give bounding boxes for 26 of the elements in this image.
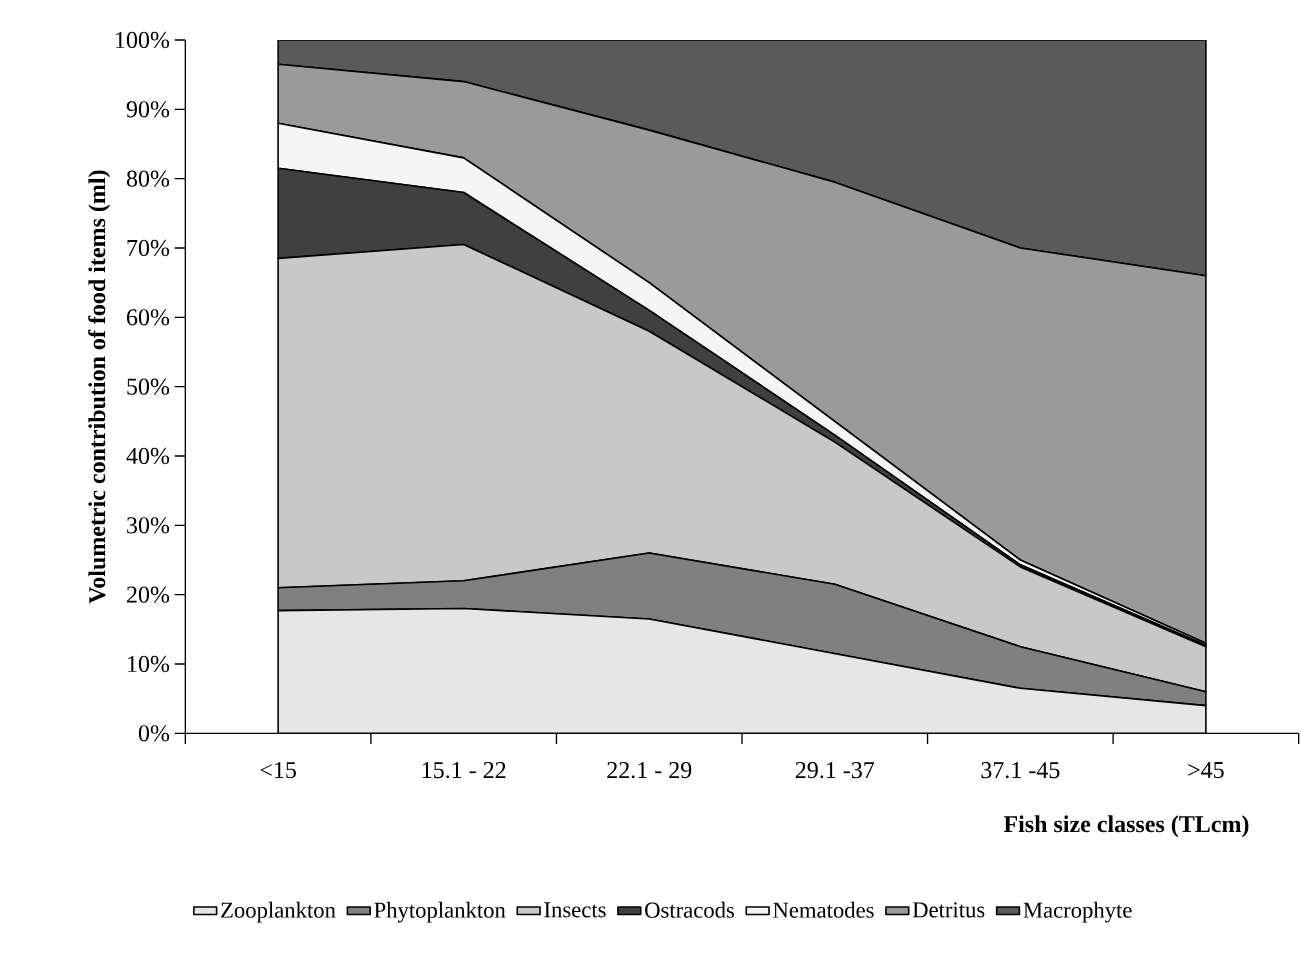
legend-label: Phytoplankton	[374, 901, 506, 923]
y-tick-label: 90%	[126, 101, 170, 118]
legend-label: Ostracods	[645, 901, 734, 918]
x-tick-label: <15	[260, 762, 296, 779]
y-tick-label: 50%	[127, 378, 170, 395]
legend-label: Macrophyte	[1023, 901, 1132, 923]
x-tick-label: 15.1 - 22	[422, 762, 506, 779]
y-tick-label: 10%	[128, 655, 170, 673]
y-tick-label: 0%	[138, 725, 170, 742]
x-tick-label: 29.1 -37	[795, 762, 875, 779]
legend-label: Zooplankton	[221, 901, 336, 923]
y-tick-label: 70%	[127, 239, 170, 257]
legend-label: Detritus	[912, 902, 985, 918]
y-tick-label: 80%	[126, 170, 170, 187]
x-tick-label: 37.1 -45	[981, 762, 1060, 779]
y-tick-label: 30%	[127, 517, 170, 534]
x-tick-label: 22.1 - 29	[607, 762, 692, 779]
y-tick-label: 40%	[126, 447, 170, 465]
legend-label: Nematodes	[773, 901, 874, 918]
x-axis-title: Fish size classes (TLcm)	[1003, 815, 1249, 838]
y-tick-label: 20%	[127, 586, 170, 603]
y-tick-label: 100%	[116, 31, 170, 49]
y-axis-title: Volumetric contribution of food items (ml)	[88, 170, 111, 604]
legend-label: Insects	[544, 902, 606, 918]
x-tick-label: >45	[1188, 762, 1224, 779]
y-tick-label: 60%	[126, 309, 170, 326]
